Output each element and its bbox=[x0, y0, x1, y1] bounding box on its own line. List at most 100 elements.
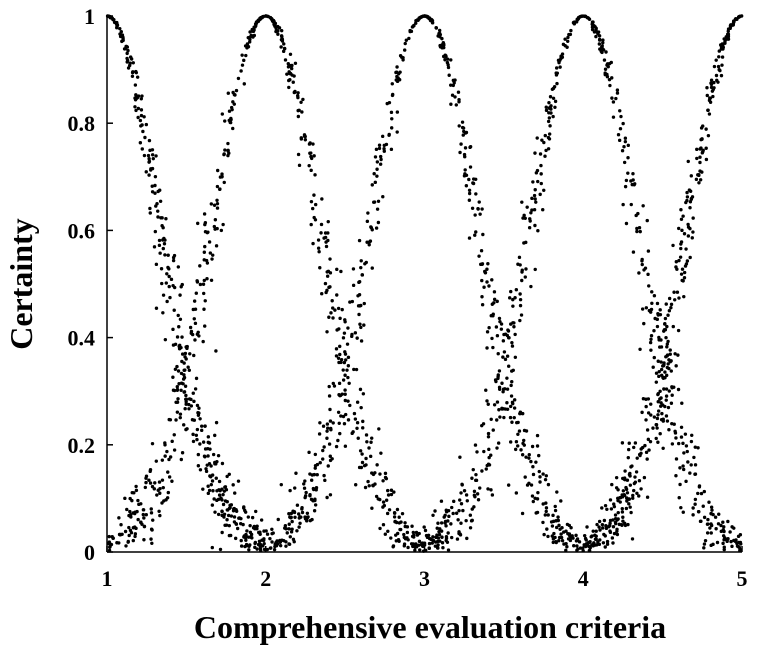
data-point bbox=[203, 424, 207, 428]
data-point bbox=[484, 467, 488, 471]
data-point bbox=[308, 472, 312, 476]
data-point bbox=[679, 217, 684, 221]
data-point bbox=[373, 155, 378, 159]
data-point bbox=[624, 487, 629, 492]
data-point bbox=[637, 225, 642, 230]
data-point bbox=[352, 411, 357, 416]
data-point bbox=[196, 452, 201, 457]
data-point bbox=[142, 524, 147, 529]
data-point bbox=[486, 262, 490, 266]
data-point bbox=[463, 146, 468, 150]
data-point bbox=[192, 299, 197, 303]
data-point bbox=[258, 547, 263, 551]
data-point bbox=[178, 343, 182, 348]
data-point bbox=[566, 537, 571, 541]
data-point bbox=[680, 228, 684, 233]
data-point bbox=[402, 532, 406, 537]
data-point bbox=[364, 260, 368, 265]
data-point bbox=[597, 519, 602, 524]
data-point bbox=[621, 121, 625, 126]
data-point bbox=[126, 540, 130, 544]
data-point bbox=[471, 467, 475, 472]
data-point bbox=[397, 521, 402, 525]
data-point bbox=[605, 63, 609, 67]
data-point bbox=[400, 511, 405, 516]
data-point bbox=[176, 265, 181, 269]
data-point bbox=[698, 147, 702, 151]
data-point bbox=[645, 218, 649, 223]
data-point bbox=[446, 63, 450, 67]
data-point bbox=[544, 509, 548, 514]
data-point bbox=[107, 534, 111, 539]
data-point bbox=[623, 139, 628, 144]
data-point bbox=[115, 541, 119, 545]
data-point bbox=[495, 299, 499, 304]
data-point bbox=[681, 441, 685, 446]
data-point bbox=[554, 66, 559, 70]
data-point bbox=[157, 243, 162, 248]
data-point bbox=[198, 264, 202, 268]
data-point bbox=[200, 424, 204, 428]
data-point bbox=[171, 327, 175, 332]
data-point bbox=[715, 540, 720, 545]
data-point bbox=[168, 295, 172, 300]
data-point bbox=[532, 208, 537, 212]
data-point bbox=[658, 308, 662, 312]
data-point bbox=[437, 529, 441, 534]
data-point bbox=[169, 277, 174, 282]
data-point bbox=[151, 518, 155, 522]
data-point bbox=[430, 541, 434, 545]
y-tick-label: 0.4 bbox=[68, 326, 96, 351]
data-point bbox=[395, 65, 399, 69]
data-point bbox=[209, 202, 214, 206]
data-point bbox=[167, 457, 171, 462]
data-point bbox=[307, 163, 311, 168]
data-point bbox=[476, 498, 481, 502]
data-point bbox=[665, 365, 670, 370]
data-point bbox=[233, 93, 237, 97]
data-point bbox=[154, 459, 158, 463]
data-point bbox=[646, 397, 651, 401]
data-point bbox=[533, 267, 537, 272]
data-point bbox=[598, 528, 602, 532]
data-point bbox=[338, 431, 342, 436]
data-point bbox=[728, 23, 733, 28]
data-point bbox=[587, 544, 591, 549]
data-point bbox=[659, 360, 663, 364]
data-point bbox=[192, 399, 196, 404]
data-point bbox=[707, 112, 712, 116]
data-point bbox=[254, 509, 258, 514]
data-point bbox=[414, 542, 418, 546]
data-point bbox=[601, 41, 605, 45]
data-point bbox=[174, 418, 178, 422]
data-point bbox=[670, 442, 675, 446]
data-point bbox=[664, 414, 669, 418]
data-point bbox=[582, 533, 587, 538]
data-point bbox=[233, 491, 237, 495]
data-point bbox=[326, 464, 330, 468]
data-point bbox=[616, 510, 620, 515]
data-point bbox=[681, 464, 685, 468]
data-point bbox=[620, 441, 625, 445]
data-point bbox=[627, 472, 632, 477]
data-point bbox=[311, 241, 315, 246]
data-point bbox=[633, 441, 638, 445]
data-point bbox=[716, 64, 721, 69]
data-point bbox=[289, 530, 294, 534]
data-point bbox=[161, 238, 165, 242]
data-point bbox=[125, 507, 129, 512]
data-point bbox=[631, 172, 635, 176]
data-point bbox=[120, 532, 124, 536]
data-point bbox=[594, 529, 598, 533]
data-point bbox=[161, 246, 165, 251]
data-point bbox=[544, 474, 548, 478]
data-point bbox=[476, 206, 480, 211]
data-point bbox=[463, 168, 467, 172]
data-point bbox=[619, 114, 623, 119]
data-point bbox=[343, 388, 347, 392]
data-point bbox=[369, 440, 373, 444]
data-point bbox=[118, 34, 123, 39]
data-point bbox=[358, 387, 363, 392]
data-point bbox=[327, 394, 332, 398]
data-point bbox=[497, 385, 502, 390]
